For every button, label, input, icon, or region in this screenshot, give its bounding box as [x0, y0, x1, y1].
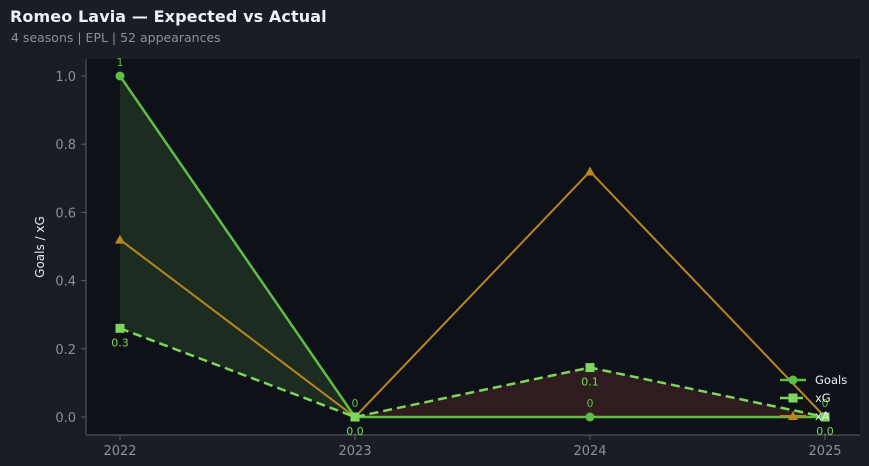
- chart-title: Romeo Lavia — Expected vs Actual: [10, 7, 327, 26]
- legend-xa-marker: [788, 411, 798, 420]
- y-tick-label: 0.4: [55, 275, 76, 290]
- goals-marker-circle: [585, 412, 595, 422]
- y-tick-label: 1.0: [55, 70, 76, 85]
- legend-label-xg: xG: [815, 391, 831, 405]
- xg-value-label: 0.3: [111, 336, 129, 349]
- xg-value-label: 0.0: [346, 425, 364, 438]
- goals-value-label: 0: [352, 397, 359, 410]
- legend-label-goals: Goals: [815, 373, 847, 387]
- legend: Goals xG xA: [780, 373, 847, 423]
- xg-value-label: 0.0: [816, 425, 834, 438]
- legend-xg-marker: [788, 393, 798, 403]
- goals-value-label: 1: [117, 56, 124, 69]
- xg-marker-square: [350, 412, 360, 422]
- xg-value-label: 0.1: [581, 376, 599, 389]
- data-labels: 1 0 0 0 0.3 0.0 0.1 0.0: [111, 56, 834, 438]
- xg-marker-square: [820, 412, 830, 422]
- xg-marker-square: [115, 323, 125, 333]
- xa-marker-triangle: [115, 234, 125, 244]
- goals-value-label: 0: [822, 397, 829, 410]
- y-axis-title: Goals / xG: [33, 216, 47, 278]
- xa-line: [119, 170, 826, 419]
- series-layer: [115, 71, 830, 422]
- legend-goals-marker: [788, 375, 798, 385]
- y-tick-label: 0.6: [55, 206, 76, 221]
- goals-value-label: 0: [587, 397, 594, 410]
- y-tick-label: 0.2: [55, 343, 76, 358]
- x-tick-label: 2025: [808, 444, 841, 459]
- y-tick-label: 0.8: [55, 138, 76, 153]
- y-tick-label: 0.0: [55, 411, 76, 426]
- goals-marker-circle: [115, 71, 125, 81]
- x-ticks: 2022 2023 2024 2025: [103, 435, 842, 459]
- xg-marker-square: [585, 363, 595, 373]
- legend-label-xa: xA: [815, 409, 830, 423]
- goals-line: [118, 75, 825, 419]
- x-tick-label: 2024: [573, 444, 606, 459]
- x-tick-label: 2022: [103, 444, 136, 459]
- xa-marker-triangle: [585, 166, 595, 176]
- xg-line: [119, 327, 826, 419]
- x-tick-label: 2023: [338, 444, 371, 459]
- y-ticks: 0.0 0.2 0.4 0.6 0.8 1.0: [55, 70, 86, 426]
- chart-subtitle: 4 seasons | EPL | 52 appearances: [11, 30, 221, 45]
